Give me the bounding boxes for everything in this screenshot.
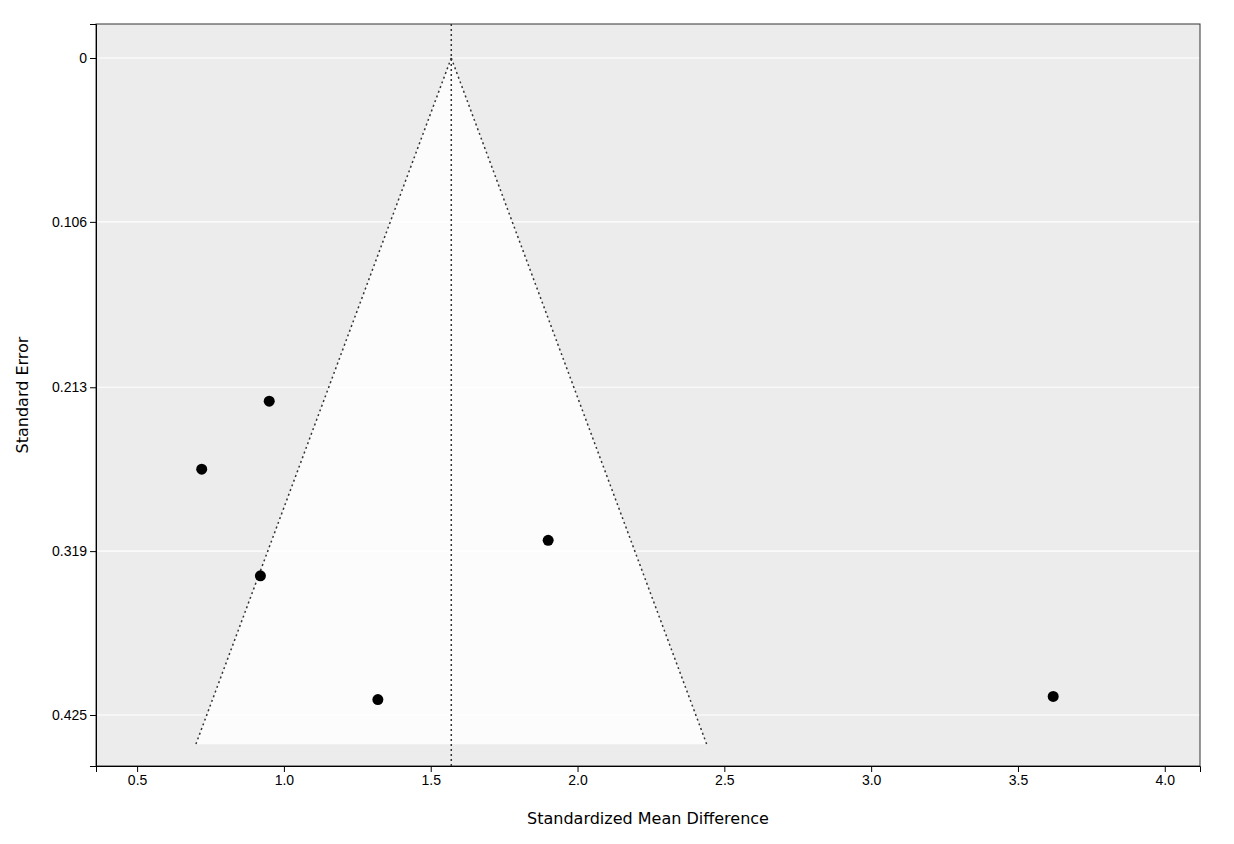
x-tick: 2.0	[568, 766, 588, 788]
y-axis-title: Standard Error	[13, 336, 32, 453]
y-tick-mark	[90, 222, 96, 223]
funnel-boundary	[451, 58, 706, 744]
x-tick-label: 2.0	[568, 772, 588, 788]
x-axis-line	[97, 767, 1201, 773]
y-tick-mark	[90, 715, 96, 716]
plot-frame	[96, 24, 1200, 766]
x-tick: 4.0	[1156, 766, 1176, 788]
y-tick-mark	[90, 58, 96, 59]
x-axis-title: Standardized Mean Difference	[527, 809, 769, 828]
plot-background	[96, 24, 1200, 766]
points	[196, 396, 1058, 705]
y-tick: 0.319	[52, 543, 96, 559]
x-tick: 1.0	[275, 766, 295, 788]
y-axis: 0 0.106 0.213 0.319 0.425	[52, 25, 97, 767]
x-tick-label: 3.0	[862, 772, 882, 788]
x-tick-label: 4.0	[1156, 772, 1176, 788]
point	[255, 570, 266, 581]
y-tick-label: 0.106	[52, 214, 87, 230]
y-tick: 0.213	[52, 379, 96, 395]
x-axis: 0.5 1.0 1.5 2.0 2.5 3.0 3.5 4.0	[97, 766, 1201, 788]
x-tick: 3.0	[862, 766, 882, 788]
x-tick: 2.5	[715, 766, 735, 788]
y-tick-label: 0	[79, 50, 87, 66]
x-tick: 0.5	[128, 766, 148, 788]
y-tick-mark	[90, 387, 96, 388]
x-tick-label: 1.5	[421, 772, 441, 788]
apex-line	[451, 24, 453, 766]
y-tick: 0.425	[52, 707, 96, 723]
grid-line	[96, 57, 1200, 58]
x-tick-label: 3.5	[1009, 772, 1029, 788]
grid-line	[96, 551, 1200, 552]
y-tick-label: 0.319	[52, 543, 87, 559]
marks	[96, 24, 1200, 766]
y-tick: 0	[79, 50, 96, 66]
y-axis-line	[90, 25, 97, 767]
x-tick: 1.5	[421, 766, 441, 788]
y-tick-mark	[90, 551, 96, 552]
chart: 0.5 1.0 1.5 2.0 2.5 3.0 3.5 4.0 0 0.106 0.213 0.319…	[0, 0, 1234, 844]
point	[543, 535, 554, 546]
funnel-boundary	[196, 58, 451, 744]
point	[264, 396, 275, 407]
point	[196, 464, 207, 475]
y-tick-label: 0.425	[52, 707, 87, 723]
x-tick-label: 0.5	[128, 772, 148, 788]
x-tick-label: 1.0	[275, 772, 295, 788]
y-tick-label: 0.213	[52, 379, 87, 395]
point	[372, 694, 383, 705]
grid-line	[96, 221, 1200, 222]
x-tick: 3.5	[1009, 766, 1029, 788]
x-tick-label: 2.5	[715, 772, 735, 788]
y-tick: 0.106	[52, 214, 96, 230]
grid-line	[96, 387, 1200, 388]
plot: 0.5 1.0 1.5 2.0 2.5 3.0 3.5 4.0 0 0.106 0.213 0.319…	[52, 24, 1201, 788]
point	[1048, 691, 1059, 702]
